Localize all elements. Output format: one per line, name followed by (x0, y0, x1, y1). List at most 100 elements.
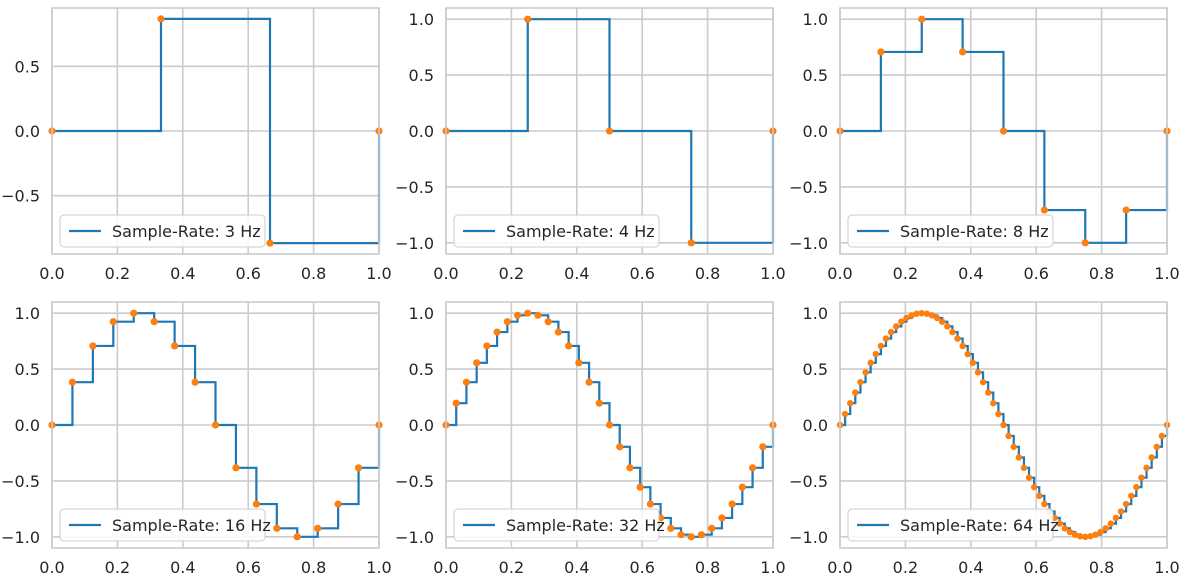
sample-point (759, 443, 767, 451)
x-tick-label: 1.0 (366, 558, 391, 577)
legend-label: Sample-Rate: 8 Hz (900, 222, 1049, 241)
sample-point (534, 311, 542, 319)
sample-points (836, 15, 1171, 247)
sample-point (1158, 432, 1166, 440)
sample-point (1153, 443, 1160, 451)
sample-point (605, 127, 614, 135)
x-tick-label: 0.6 (1023, 558, 1048, 577)
x-tick-label: 1.0 (760, 558, 785, 577)
sample-point (999, 127, 1008, 135)
sample-point (211, 421, 220, 429)
sample-point (1030, 483, 1038, 491)
sample-point (1087, 533, 1094, 540)
sample-point (718, 514, 726, 522)
subplot-6: 0.0 0.2 0.4 0.6 0.8 1.0 −1.0 −0.5 0.0 0.5 1.0 Sampl… (789, 301, 1180, 577)
y-tick-label: 0.0 (15, 122, 40, 141)
y-tick-label: −0.5 (395, 472, 434, 491)
sample-point (841, 410, 849, 418)
sample-point (918, 15, 926, 23)
sample-point (171, 342, 179, 350)
sample-point (68, 378, 77, 386)
legend-label: Sample-Rate: 4 Hz (506, 222, 655, 241)
sample-point (748, 464, 757, 472)
y-tick-label: −1.0 (1, 528, 40, 547)
sample-point (944, 323, 951, 330)
axes-frame (839, 301, 1168, 549)
x-tick-label: 0.2 (893, 264, 918, 283)
sample-point (893, 323, 900, 330)
legend-label: Sample-Rate: 32 Hz (506, 516, 665, 535)
y-tick-label: 0.5 (803, 66, 828, 85)
y-tick-label: −1.0 (789, 234, 828, 253)
sample-point (157, 15, 165, 23)
sample-point (984, 389, 992, 396)
sample-point (1097, 528, 1104, 536)
sample-point (1122, 206, 1130, 214)
sample-point (89, 342, 97, 350)
sample-point (1143, 464, 1150, 472)
x-tick-label: 0.4 (170, 264, 195, 283)
sample-point (109, 318, 117, 326)
subplot-4: 0.0 0.2 0.4 0.6 0.8 1.0 −1.0 −0.5 0.0 0.5 1.0 Sampl… (1, 301, 392, 577)
x-tick-label: 0.2 (499, 558, 524, 577)
sample-point (1061, 525, 1069, 532)
legend-frame (847, 508, 1054, 542)
y-tick-label: −1.0 (789, 528, 828, 547)
sample-point (877, 48, 885, 56)
legend-frame (59, 508, 266, 542)
sample-point (995, 410, 1002, 418)
x-tick-label: 0.6 (235, 558, 260, 577)
sample-point (595, 399, 603, 407)
grid (51, 302, 380, 548)
x-tick-label: 0.2 (105, 264, 130, 283)
sample-point (877, 342, 885, 350)
x-tick-label: 0.4 (564, 558, 589, 577)
legend-frame (847, 214, 1054, 248)
legend-label: Sample-Rate: 16 Hz (112, 516, 271, 535)
sample-point (738, 483, 746, 491)
sample-point (473, 359, 481, 367)
x-tick-label: 0.0 (827, 558, 852, 577)
y-tick-label: 1.0 (803, 10, 828, 29)
sample-point (677, 531, 685, 539)
sample-point (1122, 500, 1130, 508)
sample-point (565, 342, 573, 350)
legend: Sample-Rate: 4 Hz (453, 214, 660, 248)
sample-point (1107, 520, 1114, 527)
y-tick-label: 0.5 (409, 360, 434, 379)
sample-point (1148, 454, 1155, 461)
y-tick-label: 0.0 (409, 122, 434, 141)
sample-point (923, 310, 931, 317)
legend: Sample-Rate: 8 Hz (847, 214, 1054, 248)
sample-point (903, 314, 910, 322)
x-tick-label: 1.0 (760, 264, 785, 283)
sample-point (524, 309, 532, 317)
sample-point (1020, 464, 1028, 472)
legend: Sample-Rate: 16 Hz (59, 508, 271, 542)
x-tick-label: 0.2 (893, 558, 918, 577)
sample-point (493, 328, 501, 336)
sample-points (48, 309, 383, 541)
sample-point (908, 312, 915, 319)
x-tick-label: 0.8 (1089, 264, 1114, 283)
x-tick-label: 0.4 (958, 558, 983, 577)
sample-point (687, 533, 695, 541)
sample-point (1081, 239, 1089, 247)
y-tick-label: 0.5 (15, 360, 40, 379)
y-tick-label: −0.5 (395, 178, 434, 197)
legend: Sample-Rate: 32 Hz (453, 508, 665, 542)
sample-point (1128, 492, 1135, 500)
sample-point (928, 312, 936, 319)
sample-point (1025, 474, 1033, 481)
sample-point (697, 531, 706, 539)
sample-point (979, 378, 987, 386)
sample-point (452, 399, 460, 407)
subplot-3: 0.0 0.2 0.4 0.6 0.8 1.0 −1.0 −0.5 0.0 0.5 1.0 Sampl… (789, 7, 1180, 283)
sample-point (1112, 514, 1120, 522)
sample-point (150, 318, 158, 326)
sample-point (959, 48, 967, 56)
sample-point (524, 15, 532, 23)
x-tick-label: 0.0 (39, 558, 64, 577)
sample-point (1138, 474, 1145, 481)
x-tick-label: 1.0 (1154, 264, 1179, 283)
